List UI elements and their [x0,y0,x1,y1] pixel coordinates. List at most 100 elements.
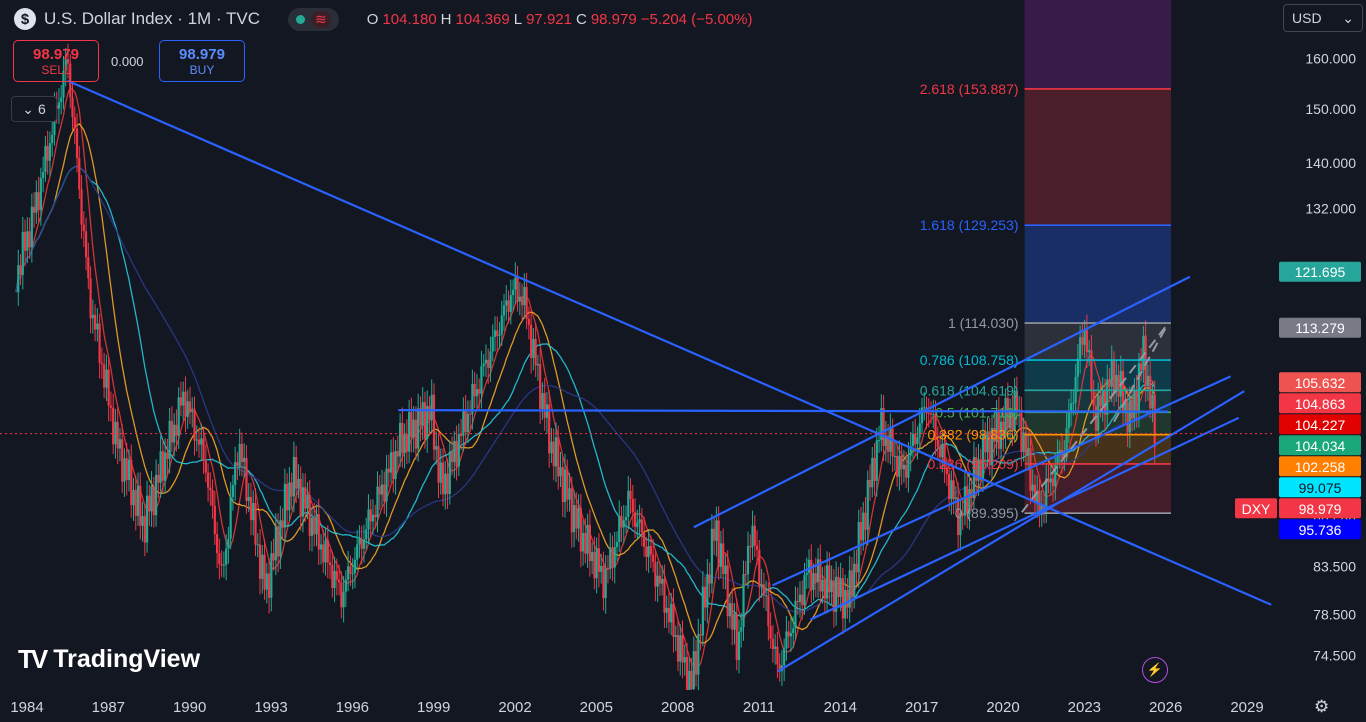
tradingview-logo[interactable]: TV TradingView [18,644,200,675]
candle-body [362,539,366,549]
currency-select[interactable]: USD ⌄ [1283,4,1363,32]
candle-body [1110,360,1113,387]
candle-body [136,485,140,516]
candle-body [819,559,822,592]
candle-body [173,424,176,443]
candle-body [286,483,289,511]
candle-body [719,543,723,567]
candle-body [195,439,198,441]
candle-body [103,364,106,388]
candle-body [283,483,286,528]
candle-body [966,486,969,514]
fib-zone-1 [1024,88,1171,226]
candle-body [1140,363,1143,371]
candle-body [764,595,768,597]
candle-body [841,578,845,619]
candle-body [471,384,474,415]
candle-body [792,628,795,634]
price-tag-label-99.075: 99.075 [1299,480,1342,496]
candle-body [89,278,92,319]
candle-body [306,494,309,509]
candle-body [706,574,709,608]
candle-body [787,631,790,637]
candle-body [726,565,729,617]
logo-text: TradingView [53,645,201,673]
ohlc-values: O 104.180 H 104.369 L 97.921 C 98.979 −5.204… [367,11,753,28]
candle-body [674,635,677,637]
candle-body [866,479,869,530]
candle-body [191,410,194,413]
candle-body [349,566,352,574]
candle-body [778,664,781,672]
candle-body [109,405,113,408]
candle-body [193,410,196,441]
candle-body [986,431,989,453]
candle-body [328,562,332,565]
candle-body [1036,490,1039,503]
candle-body [1142,335,1145,371]
time-axis-tick-label: 2002 [498,699,531,716]
candle-body [981,434,985,480]
candle-body [828,565,831,593]
symbol-title[interactable]: U.S. Dollar Index · 1M · TVC [44,9,261,28]
candle-body [462,409,465,436]
candle-body [51,134,54,144]
market-status-pill[interactable]: ≋ [288,7,339,31]
candle-body [864,512,867,530]
candle-body [322,544,325,563]
candle-body [1002,421,1005,437]
candle-body [620,515,623,528]
candle-body [1045,478,1048,509]
candle-body [96,323,99,330]
candle-body [832,580,835,612]
candle-body [561,467,564,503]
candle-body [1033,484,1037,503]
candle-body [202,438,205,460]
candle-body [1058,449,1061,455]
buy-button[interactable]: 98.979 BUY [159,40,245,82]
candle-body [28,231,31,248]
candle-body [609,547,612,569]
candle-body [916,437,919,445]
price-tag-121.695 [1279,261,1361,282]
market-open-icon [296,14,306,24]
candle-body [188,401,192,413]
candle-body [1067,411,1070,429]
candle-body [690,670,693,689]
lightning-icon[interactable]: ⚡ [1142,657,1168,683]
sell-button[interactable]: 98.979 SELL [13,40,99,82]
candle-body [408,412,411,452]
time-axis-tick-label: 2020 [986,699,1019,716]
candle-body [1149,375,1152,409]
settings-gear-icon[interactable]: ⚙ [1314,697,1330,716]
indicators-toggle-button[interactable]: ⌄ 6 [11,96,57,122]
candle-body [636,522,639,527]
time-axis-tick-label: 2011 [743,699,775,716]
candle-body [333,570,336,589]
candle-body [1022,432,1025,452]
candle-body [520,296,524,306]
candle-body [387,468,390,473]
price-tag-102.258 [1279,456,1361,477]
candle-body [184,391,187,417]
candle-body [493,330,497,337]
candle-body [272,553,275,561]
candle-body [941,444,944,458]
candle-body [862,512,865,541]
candle-body [225,548,228,565]
candle-body [23,231,27,251]
time-axis-tick-label: 2029 [1230,699,1263,716]
candle-body [270,553,273,598]
price-tag-label-98.979: 98.979 [1299,501,1342,517]
candle-body [977,459,980,481]
candle-body [69,63,72,98]
candle-body [292,456,296,497]
fib-label-0.236: 0.236 (95.209) [927,456,1018,472]
candle-body [1027,448,1030,455]
candle-body [448,451,451,494]
candle-body [502,305,506,316]
candle-body [444,473,447,495]
candle-body [261,554,264,579]
candle-body [446,473,449,494]
